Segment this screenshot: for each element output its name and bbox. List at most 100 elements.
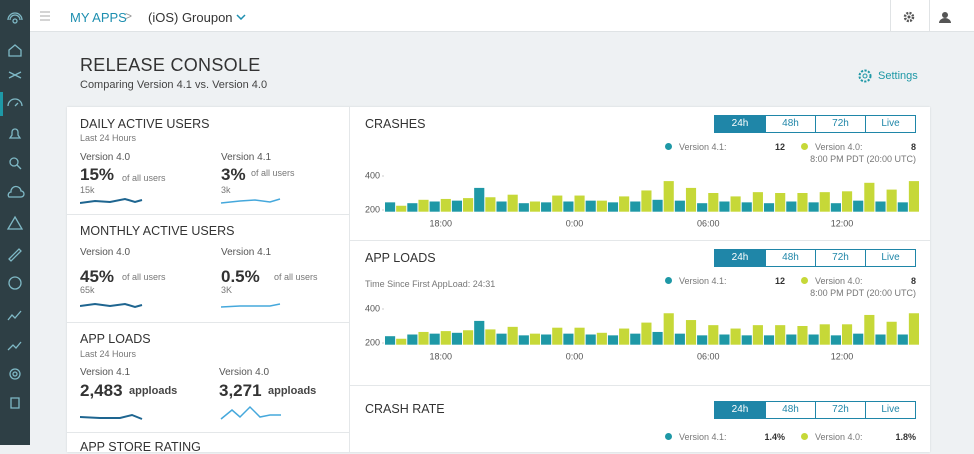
version: Version 4.1 [221, 247, 272, 258]
divider [67, 432, 349, 433]
legend-value: 12 [774, 276, 785, 286]
bar [507, 326, 518, 345]
metric-count: 15k [80, 185, 95, 195]
bar [875, 201, 886, 212]
bar [864, 182, 875, 212]
tab[interactable]: 72h [815, 250, 865, 266]
bar [752, 192, 763, 212]
sparklines [80, 405, 281, 420]
x-tick-label: 0:00 [566, 218, 584, 228]
y-tick-label: 200 [365, 204, 380, 214]
bar [474, 320, 485, 345]
section-title: MONTHLY ACTIVE USERS [80, 224, 235, 238]
legend-dot [665, 143, 672, 150]
tab[interactable]: 24h [715, 402, 765, 418]
bar [619, 328, 630, 345]
bar [641, 190, 652, 212]
bar [708, 325, 719, 345]
version: Version 4.0 [80, 247, 131, 258]
bar [552, 195, 563, 212]
bar [396, 205, 407, 212]
bar [529, 333, 541, 345]
bar [697, 335, 708, 345]
tab[interactable]: Live [865, 116, 915, 132]
tab[interactable]: 24h [715, 116, 765, 132]
tab[interactable]: 24h [715, 250, 765, 266]
tab[interactable]: 48h [765, 116, 815, 132]
bar [830, 335, 841, 345]
bar-chart: 200 400 18:00 0:00 06:00 12:00 [365, 303, 919, 361]
dropdown-arrow[interactable] [236, 14, 246, 20]
settings-link[interactable]: Settings [878, 70, 918, 82]
metric-count: 3K [221, 285, 233, 295]
bar [808, 202, 819, 212]
bar [897, 334, 908, 345]
bar [596, 332, 607, 345]
legend-dot [665, 277, 672, 284]
divider [890, 0, 891, 32]
tab[interactable]: 72h [815, 116, 865, 132]
period: Last 24 Hours [80, 349, 137, 359]
settings-icon[interactable] [903, 11, 915, 23]
bar [819, 192, 830, 212]
version: Version 4.0 [219, 367, 270, 378]
bar [908, 181, 919, 212]
metric-value: 3% [221, 165, 246, 184]
version: Version 4.0 [80, 152, 131, 163]
panel-title: CRASHES [365, 117, 426, 131]
sparklines [80, 302, 281, 309]
legend-name: Version 4.0: [815, 142, 863, 152]
legend-value: 8 [910, 276, 916, 286]
legend-value: 1.8% [895, 432, 916, 442]
section-title: APP STORE RATING [80, 440, 201, 454]
top-bar: MY APPS > (iOS) Groupon [30, 0, 974, 32]
bar [752, 325, 763, 345]
bar [730, 328, 741, 345]
metric-value: 2,483 [80, 381, 123, 400]
period: Last 24 Hours [80, 133, 137, 143]
console-card: DAILY ACTIVE USERS Last 24 Hours Version… [67, 107, 930, 454]
tab[interactable]: 48h [765, 250, 815, 266]
user-icon[interactable] [939, 11, 951, 23]
bar [485, 329, 496, 345]
bar [418, 199, 429, 212]
settings-gear[interactable] [857, 68, 873, 84]
metric-count: 3k [221, 185, 231, 195]
breadcrumb[interactable]: MY APPS [70, 10, 127, 25]
breadcrumb-separator: > [125, 9, 133, 23]
version: Version 4.1 [80, 367, 131, 378]
divider [67, 214, 349, 215]
bar [819, 324, 830, 345]
bar [853, 333, 864, 345]
timestamp: 8:00 PM PDT (20:00 UTC) [810, 154, 916, 164]
tab[interactable]: Live [865, 402, 915, 418]
x-tick-label: 0:00 [566, 351, 584, 361]
divider [67, 322, 349, 323]
bar [685, 187, 697, 212]
legend-entry: Version 4.1: 12 [665, 142, 785, 152]
bar [741, 335, 752, 345]
app-selector[interactable]: (iOS) Groupon [148, 10, 233, 25]
bar [853, 200, 864, 212]
x-tick-label: 12:00 [831, 351, 854, 361]
chart-panel: CRASHES 24h 48h 72h Live Version 4.1: 12 Versio… [349, 107, 930, 240]
bar [385, 336, 396, 345]
tab[interactable]: 72h [815, 402, 865, 418]
sidebar-icons [0, 12, 25, 409]
x-tick-label: 06:00 [697, 351, 720, 361]
legend-entry: Version 4.1: 12 [665, 276, 785, 286]
bar [552, 327, 563, 345]
time-tabs: 24h 48h 72h Live [714, 401, 916, 419]
bar [663, 181, 674, 212]
bar [451, 200, 463, 212]
tab[interactable]: 48h [765, 402, 815, 418]
divider [929, 0, 930, 32]
timestamp: 8:00 PM PDT (20:00 UTC) [810, 288, 916, 298]
menu-icon[interactable] [40, 11, 52, 21]
bar [429, 333, 440, 345]
metric-unit: apploads [268, 385, 317, 397]
bar [641, 322, 652, 345]
bar [541, 334, 552, 345]
tab[interactable]: Live [865, 250, 915, 266]
bar [563, 201, 574, 212]
